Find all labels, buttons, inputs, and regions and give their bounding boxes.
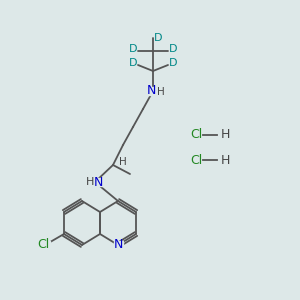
Text: H: H bbox=[86, 177, 94, 187]
Text: Cl: Cl bbox=[190, 154, 202, 166]
Text: H: H bbox=[221, 128, 230, 142]
Bar bbox=[36, 241, 50, 249]
Text: N: N bbox=[93, 176, 103, 188]
Bar bbox=[87, 178, 103, 186]
Text: D: D bbox=[169, 58, 177, 68]
Text: H: H bbox=[119, 157, 127, 167]
Text: D: D bbox=[129, 44, 137, 54]
Text: H: H bbox=[157, 87, 165, 97]
Text: Cl: Cl bbox=[190, 128, 202, 142]
Bar bbox=[113, 241, 122, 249]
Text: H: H bbox=[221, 154, 230, 166]
Text: D: D bbox=[169, 44, 177, 54]
Bar bbox=[145, 87, 161, 95]
Text: D: D bbox=[154, 33, 162, 43]
Text: D: D bbox=[129, 58, 137, 68]
Text: N: N bbox=[146, 85, 156, 98]
Text: Cl: Cl bbox=[37, 238, 49, 251]
Text: N: N bbox=[113, 238, 123, 251]
